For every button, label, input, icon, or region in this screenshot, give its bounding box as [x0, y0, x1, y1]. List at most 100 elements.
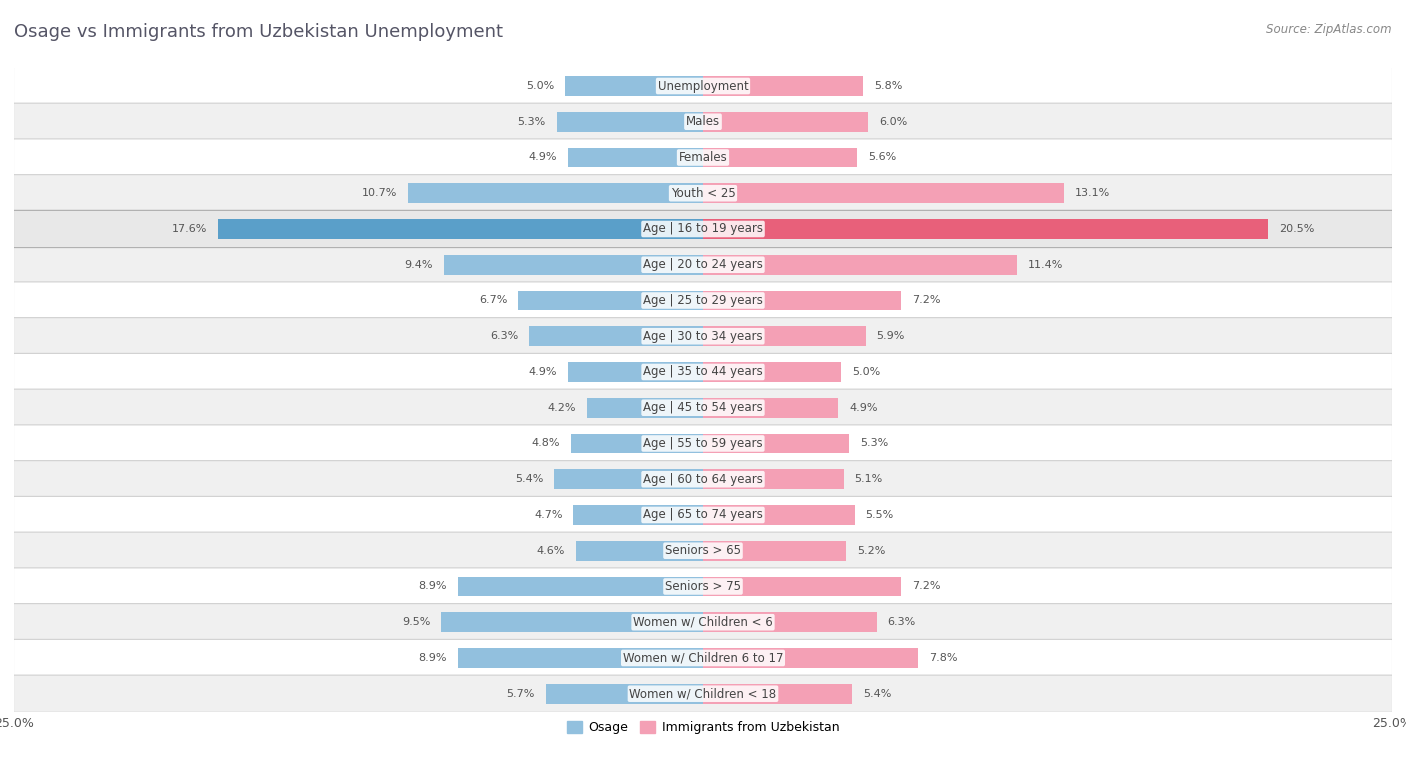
Bar [557, 112, 703, 132]
Bar [703, 577, 901, 597]
Bar [703, 148, 858, 167]
Text: Females: Females [679, 151, 727, 164]
Bar [576, 541, 703, 560]
FancyBboxPatch shape [14, 103, 1392, 140]
Bar [703, 291, 901, 310]
Bar [703, 648, 918, 668]
Text: Osage vs Immigrants from Uzbekistan Unemployment: Osage vs Immigrants from Uzbekistan Unem… [14, 23, 503, 41]
Bar [458, 577, 703, 597]
Text: 5.3%: 5.3% [517, 117, 546, 126]
Bar [444, 255, 703, 275]
Text: 6.3%: 6.3% [887, 617, 915, 628]
Bar [530, 326, 703, 346]
Bar [703, 326, 866, 346]
Bar [571, 434, 703, 453]
FancyBboxPatch shape [14, 67, 1392, 104]
FancyBboxPatch shape [14, 282, 1392, 319]
FancyBboxPatch shape [14, 497, 1392, 534]
Text: Age | 20 to 24 years: Age | 20 to 24 years [643, 258, 763, 271]
FancyBboxPatch shape [14, 354, 1392, 391]
Bar [588, 398, 703, 418]
Bar [574, 505, 703, 525]
Text: 7.2%: 7.2% [912, 295, 941, 306]
Text: 5.5%: 5.5% [866, 510, 894, 520]
Text: 6.3%: 6.3% [491, 332, 519, 341]
Bar [554, 469, 703, 489]
Text: 7.2%: 7.2% [912, 581, 941, 591]
Text: 5.7%: 5.7% [506, 689, 534, 699]
Text: 9.5%: 9.5% [402, 617, 430, 628]
Bar [703, 398, 838, 418]
Text: Women w/ Children < 6: Women w/ Children < 6 [633, 615, 773, 629]
Bar [703, 112, 869, 132]
Text: 4.6%: 4.6% [537, 546, 565, 556]
Text: Source: ZipAtlas.com: Source: ZipAtlas.com [1267, 23, 1392, 36]
Bar [546, 684, 703, 703]
Text: 8.9%: 8.9% [418, 653, 447, 663]
Text: 4.2%: 4.2% [548, 403, 576, 413]
Bar [703, 220, 1268, 238]
Text: 5.1%: 5.1% [855, 474, 883, 484]
FancyBboxPatch shape [14, 568, 1392, 605]
Text: 4.9%: 4.9% [529, 367, 557, 377]
Text: 7.8%: 7.8% [929, 653, 957, 663]
Text: 6.0%: 6.0% [879, 117, 908, 126]
FancyBboxPatch shape [14, 460, 1392, 498]
Bar [703, 505, 855, 525]
Text: Age | 30 to 34 years: Age | 30 to 34 years [643, 330, 763, 343]
Bar [703, 362, 841, 382]
Bar [703, 76, 863, 96]
Bar [703, 183, 1064, 203]
Text: 4.9%: 4.9% [849, 403, 877, 413]
Text: 5.3%: 5.3% [860, 438, 889, 448]
FancyBboxPatch shape [14, 389, 1392, 426]
FancyBboxPatch shape [14, 640, 1392, 677]
Text: 10.7%: 10.7% [361, 188, 396, 198]
Text: 8.9%: 8.9% [418, 581, 447, 591]
Text: Age | 25 to 29 years: Age | 25 to 29 years [643, 294, 763, 307]
Text: 17.6%: 17.6% [172, 224, 207, 234]
Text: Unemployment: Unemployment [658, 79, 748, 92]
Text: 4.7%: 4.7% [534, 510, 562, 520]
Legend: Osage, Immigrants from Uzbekistan: Osage, Immigrants from Uzbekistan [567, 721, 839, 734]
Text: 13.1%: 13.1% [1076, 188, 1111, 198]
Text: 9.4%: 9.4% [405, 260, 433, 269]
Bar [703, 434, 849, 453]
Bar [458, 648, 703, 668]
Text: 11.4%: 11.4% [1028, 260, 1063, 269]
Text: 5.8%: 5.8% [875, 81, 903, 91]
Bar [703, 255, 1017, 275]
FancyBboxPatch shape [14, 603, 1392, 640]
Bar [408, 183, 703, 203]
FancyBboxPatch shape [14, 318, 1392, 355]
Text: 5.4%: 5.4% [515, 474, 543, 484]
FancyBboxPatch shape [14, 532, 1392, 569]
Text: 4.9%: 4.9% [529, 152, 557, 163]
FancyBboxPatch shape [14, 175, 1392, 212]
FancyBboxPatch shape [14, 210, 1392, 248]
Bar [565, 76, 703, 96]
Bar [568, 362, 703, 382]
Text: Age | 35 to 44 years: Age | 35 to 44 years [643, 366, 763, 378]
Text: 20.5%: 20.5% [1279, 224, 1315, 234]
Text: 5.2%: 5.2% [858, 546, 886, 556]
Text: Youth < 25: Youth < 25 [671, 187, 735, 200]
Text: 4.8%: 4.8% [531, 438, 560, 448]
Bar [703, 541, 846, 560]
Bar [703, 612, 876, 632]
FancyBboxPatch shape [14, 675, 1392, 712]
Text: 6.7%: 6.7% [479, 295, 508, 306]
Text: 5.6%: 5.6% [869, 152, 897, 163]
FancyBboxPatch shape [14, 210, 1392, 248]
Bar [703, 684, 852, 703]
Text: Age | 16 to 19 years: Age | 16 to 19 years [643, 223, 763, 235]
Text: 5.0%: 5.0% [526, 81, 554, 91]
FancyBboxPatch shape [14, 425, 1392, 462]
Text: Age | 60 to 64 years: Age | 60 to 64 years [643, 472, 763, 486]
Text: Age | 45 to 54 years: Age | 45 to 54 years [643, 401, 763, 414]
Text: Age | 55 to 59 years: Age | 55 to 59 years [643, 437, 763, 450]
Text: Women w/ Children 6 to 17: Women w/ Children 6 to 17 [623, 652, 783, 665]
Bar [568, 148, 703, 167]
Text: 5.0%: 5.0% [852, 367, 880, 377]
FancyBboxPatch shape [14, 246, 1392, 283]
